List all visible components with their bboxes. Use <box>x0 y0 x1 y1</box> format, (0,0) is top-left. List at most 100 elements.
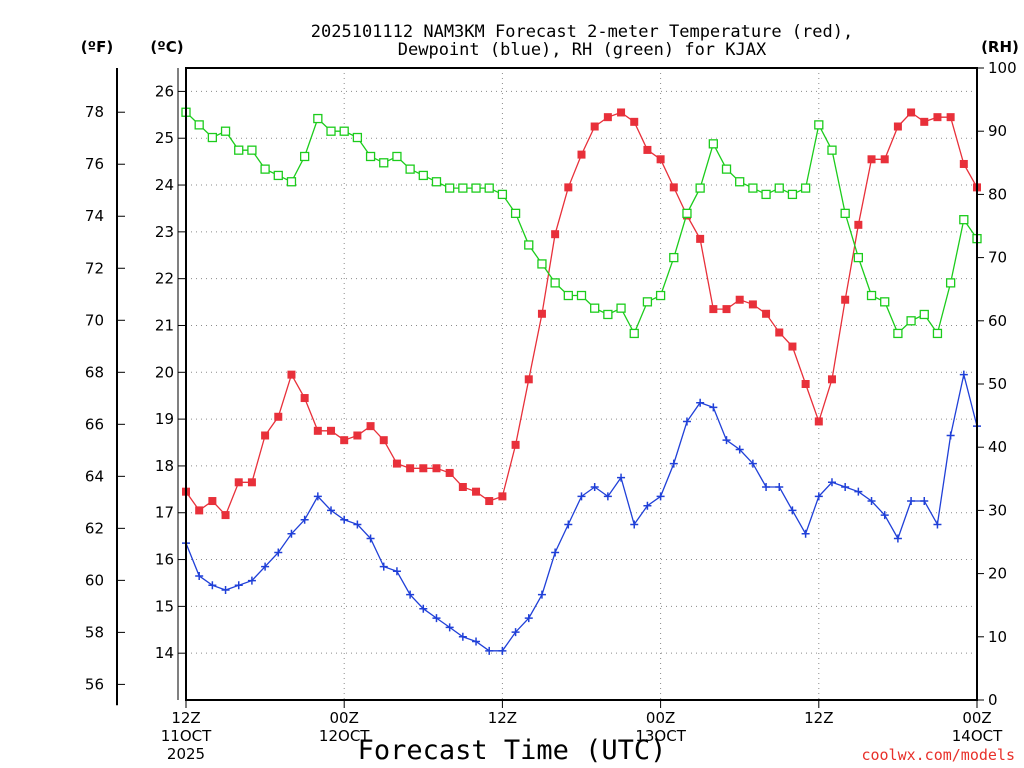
celsius-tick-label: 25 <box>155 129 174 147</box>
temperature-point <box>445 468 454 477</box>
rh-point <box>313 113 323 124</box>
dewpoint-point <box>788 506 797 515</box>
rh-point <box>721 164 732 174</box>
dewpoint-point <box>893 534 902 543</box>
dewpoint-point <box>854 487 863 496</box>
time-tick-label: 11OCT <box>161 727 212 745</box>
fahrenheit-tick-label: 68 <box>85 363 104 381</box>
rh-point <box>827 145 837 155</box>
rh-point <box>563 290 573 301</box>
rh-point <box>735 177 745 187</box>
temperature-point <box>630 117 639 126</box>
dewpoint-point <box>748 459 757 468</box>
dewpoint-point <box>445 623 454 632</box>
chart-title-line-1: 2025101112 NAM3KM Forecast 2-meter Tempe… <box>311 22 853 42</box>
rh-tick-label: 0 <box>988 691 998 709</box>
temperature-point <box>419 464 428 473</box>
rh-point <box>352 132 363 143</box>
temperature-point <box>340 436 349 445</box>
rh-point <box>814 120 824 130</box>
rh-unit-label: (RH) <box>981 38 1019 56</box>
fahrenheit-tick-label: 66 <box>85 415 104 433</box>
rh-tick-label: 90 <box>988 122 1007 140</box>
temperature-point <box>432 464 441 473</box>
rh-point <box>458 183 468 193</box>
credit-label: coolwx.com/models <box>861 746 1015 764</box>
temperature-point <box>946 113 955 122</box>
rh-point <box>484 183 494 193</box>
rh-point <box>682 208 692 219</box>
temperature-point <box>788 342 797 351</box>
fahrenheit-tick-label: 74 <box>85 207 104 225</box>
dewpoint-point <box>300 515 309 524</box>
rh-point <box>761 189 771 200</box>
dewpoint-point <box>827 478 836 487</box>
temperature-point <box>669 183 678 192</box>
temperature-point <box>274 412 283 421</box>
rh-point <box>220 126 231 136</box>
dewpoint-point <box>313 492 322 501</box>
temperature-point <box>247 478 256 487</box>
rh-point <box>365 151 376 162</box>
dewpoint-point <box>603 492 612 501</box>
temperature-point <box>735 295 744 304</box>
dewpoint-point <box>511 628 520 637</box>
rh-point <box>893 328 903 339</box>
temperature-point <box>762 309 771 318</box>
time-tick-label: 00Z <box>962 709 991 727</box>
celsius-tick-label: 26 <box>155 82 174 100</box>
fahrenheit-tick-label: 64 <box>85 467 104 485</box>
temperature-point <box>643 145 652 154</box>
rh-point <box>550 278 560 288</box>
rh-point <box>866 290 877 301</box>
dewpoint-point <box>643 501 652 510</box>
rh-point <box>880 297 890 307</box>
rh-tick-label: 50 <box>988 375 1007 393</box>
rh-point <box>299 151 310 162</box>
dewpoint-point <box>867 497 876 506</box>
rh-point <box>800 183 811 193</box>
rh-point <box>273 170 283 181</box>
temperature-point <box>854 220 863 229</box>
rh-tick-label: 20 <box>988 565 1007 583</box>
dewpoint-point <box>682 417 691 426</box>
rh-point <box>906 316 916 326</box>
temperature-point <box>313 426 322 435</box>
dewpoint-point <box>841 482 850 491</box>
rh-point <box>932 328 943 339</box>
rh-tick-label: 60 <box>988 312 1007 330</box>
fahrenheit-tick-label: 56 <box>85 675 104 693</box>
dewpoint-point <box>801 529 810 538</box>
temperature-point <box>617 108 626 117</box>
temperature-point <box>208 497 217 506</box>
rh-point <box>234 145 244 155</box>
temperature-point <box>867 155 876 164</box>
dewpoint-point <box>208 581 217 590</box>
rh-point <box>379 158 389 168</box>
rh-point <box>748 183 758 193</box>
series-layer <box>181 107 982 655</box>
rh-point <box>207 132 218 143</box>
dewpoint-point <box>353 520 362 529</box>
fahrenheit-tick-label: 60 <box>85 571 104 589</box>
rh-point <box>959 215 969 225</box>
time-tick-label: 2025 <box>167 745 205 763</box>
rh-tick-label: 40 <box>988 438 1007 456</box>
dewpoint-point <box>617 473 626 482</box>
celsius-tick-label: 20 <box>155 363 174 381</box>
temperature-point <box>485 497 494 506</box>
temperature-point <box>893 122 902 131</box>
rh-point <box>919 309 929 320</box>
dewpoint-point <box>630 520 639 529</box>
dewpoint-point <box>472 637 481 646</box>
dewpoint-point <box>458 632 467 641</box>
rh-tick-label: 70 <box>988 249 1007 267</box>
rh-point <box>405 164 415 174</box>
time-tick-label: 12Z <box>488 709 517 727</box>
dewpoint-point <box>195 571 204 580</box>
dewpoint-point <box>261 562 270 571</box>
rh-point <box>853 252 863 263</box>
dewpoint-point <box>287 529 296 538</box>
temperature-point <box>261 431 270 440</box>
temperature-point <box>287 370 296 379</box>
